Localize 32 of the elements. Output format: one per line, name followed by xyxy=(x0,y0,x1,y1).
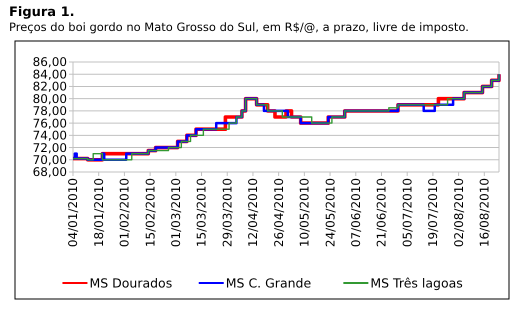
x-tick-label: 19/07/2010 xyxy=(426,178,440,248)
y-tick-label: 78,00 xyxy=(32,104,67,118)
x-tick-label: 01/02/2010 xyxy=(118,178,132,248)
x-tick-label: 05/07/2010 xyxy=(400,178,414,248)
x-tick-label: 02/08/2010 xyxy=(452,178,466,248)
x-tick-label: 01/03/2010 xyxy=(169,178,184,248)
x-tick-label: 12/04/2010 xyxy=(246,178,260,248)
x-tick-label: 07/06/2010 xyxy=(348,178,363,248)
x-tick-label: 29/03/2010 xyxy=(220,178,234,248)
x-tick-label: 04/01/2010 xyxy=(66,178,80,248)
y-tick-label: 74,00 xyxy=(32,128,67,143)
legend-label: MS C. Grande xyxy=(226,275,312,290)
chart-title: Figura 1. xyxy=(9,5,75,20)
y-tick-label: 68,00 xyxy=(32,165,67,180)
chart-subtitle: Preços do boi gordo no Mato Grosso do Sul, em R$/@, a prazo, livre de imposto. xyxy=(9,20,469,34)
y-tick-label: 70,00 xyxy=(32,152,67,167)
y-tick-label: 82,00 xyxy=(32,80,67,94)
y-tick-label: 76,00 xyxy=(32,116,67,130)
y-tick-label: 84,00 xyxy=(32,67,67,82)
y-tick-label: 86,00 xyxy=(32,55,67,70)
legend-label: MS Três lagoas xyxy=(370,275,463,290)
x-tick-label: 15/02/2010 xyxy=(143,178,158,248)
x-tick-label: 15/03/2010 xyxy=(194,178,209,248)
x-tick-label: 10/05/2010 xyxy=(298,178,312,248)
x-tick-label: 24/05/2010 xyxy=(323,178,338,248)
x-tick-label: 16/08/2010 xyxy=(478,178,492,248)
x-tick-label: 18/01/2010 xyxy=(92,178,106,248)
y-tick-label: 80,00 xyxy=(32,92,67,106)
x-tick-label: 26/04/2010 xyxy=(272,178,286,248)
y-tick-label: 72,00 xyxy=(32,140,67,155)
x-tick-label: 21/06/2010 xyxy=(374,178,389,248)
legend-label: MS Dourados xyxy=(89,275,172,290)
